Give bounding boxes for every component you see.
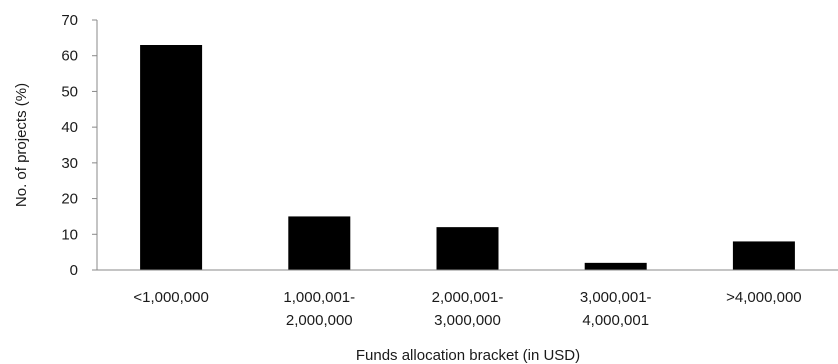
- x-tick-label-line: 3,000,000: [434, 312, 501, 329]
- bar: [732, 241, 795, 270]
- bar: [288, 216, 351, 270]
- x-tick-label-line: >4,000,000: [726, 289, 802, 306]
- y-tick-label: 50: [61, 83, 78, 100]
- y-tick-label: 70: [61, 12, 78, 29]
- x-tick-label: >4,000,000: [726, 289, 802, 306]
- x-tick-label-line: 1,000,001-: [283, 289, 355, 306]
- bar: [584, 262, 647, 270]
- y-axis: 0 10 20 30 40 50 60 70: [61, 12, 98, 279]
- bars: [140, 45, 795, 270]
- y-tick-label: 10: [61, 226, 78, 243]
- bar: [436, 227, 499, 270]
- y-tick-label: 0: [70, 262, 78, 279]
- y-axis-title: No. of projects (%): [13, 83, 30, 207]
- y-tick-label: 20: [61, 191, 78, 208]
- x-tick-label: 1,000,001- 2,000,000: [283, 289, 355, 329]
- x-tick-label-line: <1,000,000: [133, 289, 209, 306]
- x-tick-label: 3,000,001- 4,000,001: [580, 289, 652, 329]
- x-tick-label: <1,000,000: [133, 289, 209, 306]
- bar: [140, 45, 203, 270]
- x-axis-title: Funds allocation bracket (in USD): [356, 347, 580, 364]
- x-tick-label-line: 4,000,001: [582, 312, 649, 329]
- x-axis-labels: <1,000,000 1,000,001- 2,000,000 2,000,001- 3…: [133, 289, 801, 329]
- x-tick-label-line: 2,000,000: [286, 312, 353, 329]
- x-tick-label-line: 2,000,001-: [432, 289, 504, 306]
- x-tick-label: 2,000,001- 3,000,000: [432, 289, 504, 329]
- y-tick-label: 30: [61, 155, 78, 172]
- y-tick-label: 60: [61, 48, 78, 65]
- y-tick-label: 40: [61, 119, 78, 136]
- x-tick-label-line: 3,000,001-: [580, 289, 652, 306]
